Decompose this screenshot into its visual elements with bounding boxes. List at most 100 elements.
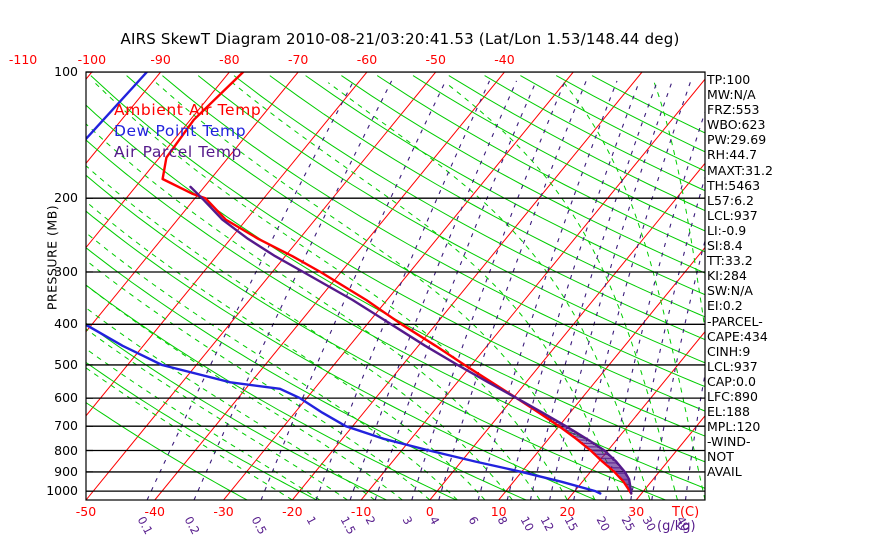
parameter-frz-553: FRZ:553	[707, 102, 760, 118]
moist-adiabat-line	[86, 123, 541, 500]
bottom-temp-tick-30: 30	[628, 504, 645, 519]
legend-item-air-parcel-temp: Air Parcel Temp	[114, 143, 242, 161]
dry-adiabat-line	[197, 75, 705, 364]
pressure-tick-200: 200	[54, 190, 78, 206]
x-axis-title-mixing-ratio: (g/kg)	[657, 519, 696, 534]
moist-adiabat-line	[86, 232, 458, 500]
pressure-tick-600: 600	[54, 390, 78, 406]
isotherm-line	[86, 72, 368, 417]
mixing-ratio-line	[260, 80, 447, 500]
moist-adiabat-line	[86, 367, 293, 500]
dry-adiabat-line	[86, 361, 318, 500]
mixing-ratio-line	[477, 80, 618, 500]
parameter-lfc-890: LFC:890	[707, 388, 758, 404]
legend-item-dew-point-temp: Dew Point Temp	[114, 122, 247, 140]
bottom-temp-tick-0: 0	[425, 504, 434, 519]
mixing-ratio-line	[438, 80, 587, 500]
parameter--parcel-: -PARCEL-	[707, 313, 763, 329]
x-axis-title-temperature: T(C)	[672, 505, 700, 520]
pressure-tick-1000: 1000	[46, 483, 78, 499]
top-temp-tick--70: -70	[287, 52, 309, 67]
moist-adiabat-line	[86, 200, 486, 500]
parameter-maxt-31.2: MAXT:31.2	[707, 162, 773, 178]
pressure-tick-900: 900	[54, 463, 78, 479]
top-temp-tick--100: -100	[77, 52, 107, 67]
dry-adiabat-line	[86, 210, 596, 500]
parameter-sw-n-a: SW:N/A	[707, 283, 753, 299]
dry-adiabat-line	[90, 75, 705, 437]
top-temp-tick--60: -60	[356, 52, 378, 67]
parameter-el-188: EL:188	[707, 404, 750, 420]
parameter-mpl-120: MPL:120	[707, 419, 761, 435]
bottom-temp-tick-20: 20	[559, 504, 576, 519]
mixing-ratio-line	[529, 80, 658, 500]
sounding-curve-dewpoint	[86, 72, 602, 495]
mixing-ratio-line	[573, 80, 692, 500]
mixing-ratio-line	[193, 80, 393, 500]
mixing-ratio-line	[630, 175, 705, 500]
isotherm-line	[86, 72, 162, 165]
mixing-ratio-line	[684, 371, 705, 500]
isotherm-line	[223, 72, 574, 500]
isotherm-line	[567, 330, 705, 500]
moist-adiabat-line	[327, 82, 651, 500]
parameter-ki-284: KI:284	[707, 268, 747, 284]
parameter-mw-n-a: MW:N/A	[707, 87, 756, 103]
parameter-li--0.9: LI:-0.9	[707, 222, 747, 238]
parameter-si-8.4: SI:8.4	[707, 238, 743, 254]
bottom-temp-tick-10: 10	[490, 504, 507, 519]
bottom-temp-tick--50: -50	[75, 504, 97, 519]
dry-adiabat-line	[86, 401, 248, 500]
moist-adiabat-line	[445, 82, 678, 500]
isotherm-line	[86, 72, 437, 500]
top-temp-tick--80: -80	[219, 52, 240, 67]
dry-adiabat-line	[233, 75, 705, 341]
plot-frame	[85, 71, 706, 501]
parameter-wbo-623: WBO:623	[707, 117, 766, 133]
dry-adiabat-line	[162, 75, 705, 388]
mixing-ratio-line	[315, 80, 491, 500]
mixing-ratio-line	[349, 80, 518, 500]
parameter-ei-0.2: EI:0.2	[707, 298, 743, 314]
parameter-th-5463: TH:5463	[707, 177, 761, 193]
legend-item-ambient-air-temp: Ambient Air Temp	[114, 101, 262, 119]
dry-adiabat-line	[376, 75, 705, 253]
pressure-tick-700: 700	[54, 418, 78, 434]
top-temp-tick--40: -40	[494, 52, 515, 67]
parameter-tp-100: TP:100	[707, 72, 751, 87]
mixing-ratio-line	[651, 238, 705, 500]
isotherm-line	[635, 415, 705, 500]
parameter-avail: AVAIL	[707, 464, 742, 480]
mixing-ratio-line	[411, 80, 566, 500]
moist-adiabat-line	[231, 82, 623, 500]
bottom-temp-tick--10: -10	[350, 504, 372, 519]
top-temp-tick--110: -110	[8, 52, 38, 67]
isotherm-line	[0, 72, 23, 500]
moist-adiabat-line	[94, 82, 568, 500]
dry-adiabat-line	[126, 75, 705, 412]
parameter-rh-44.7: RH:44.7	[707, 147, 758, 163]
y-axis-title: PRESSURE (MB)	[44, 204, 60, 311]
moist-adiabat-line	[86, 307, 376, 500]
dry-adiabat-line	[86, 174, 666, 500]
parameter-tt-33.2: TT:33.2	[707, 253, 753, 269]
sounding-parameter-list: TP:100 MW:N/A FRZ:553 WBO:623 PW:29.69 RH:44.…	[707, 72, 867, 480]
bottom-temp-tick--20: -20	[282, 504, 303, 519]
sounding-curve-parcel	[189, 185, 633, 495]
parameter-lcl-937: LCL:937	[707, 358, 758, 374]
mixing-ratio-line	[549, 80, 673, 500]
moist-adiabat-line	[563, 82, 705, 500]
parameter-pw-29.69: PW:29.69	[707, 132, 767, 148]
dry-adiabat-line	[86, 139, 705, 489]
isotherm-line	[86, 72, 230, 249]
dry-adiabat-line	[86, 284, 457, 500]
parameter-cinh-9: CINH:9	[707, 343, 751, 359]
moist-adiabat-line	[653, 82, 705, 333]
top-temp-tick--90: -90	[150, 52, 171, 67]
isotherm-line	[86, 72, 299, 333]
pressure-tick-100: 100	[54, 64, 78, 79]
moist-adiabat-line	[86, 348, 321, 500]
dry-adiabat-line	[269, 75, 705, 318]
parameter-not: NOT	[707, 449, 734, 465]
parameter-l57-6.2: L57:6.2	[707, 192, 754, 208]
